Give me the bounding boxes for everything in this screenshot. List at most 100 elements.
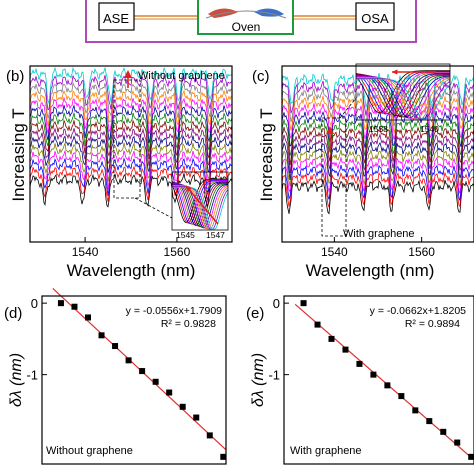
panel-c-highlight-box	[321, 117, 347, 237]
panel-d-plot: 0 -1	[26, 287, 227, 460]
panel-b-ylabel: Increasing T	[9, 108, 28, 201]
data-point	[85, 314, 91, 321]
spectrum-line	[29, 141, 233, 182]
panel-b-inset-tick-2: 1547	[206, 230, 225, 240]
panel-d-label: (d)	[4, 305, 22, 322]
shift-arrow-head	[392, 69, 398, 75]
panel-d-frame	[41, 295, 227, 465]
x-tick-label: 1540	[321, 245, 348, 259]
data-point	[356, 360, 363, 367]
inset-line	[171, 179, 228, 225]
spectrum-line	[29, 157, 233, 196]
panel-b-label: (b)	[6, 68, 24, 85]
spectrum-line	[281, 110, 474, 148]
data-point	[125, 357, 132, 364]
osa-box	[355, 2, 395, 31]
data-point	[398, 393, 405, 400]
data-point	[454, 439, 461, 446]
panel-b: 1545 1547 (b) Without graphene Increasin…	[6, 65, 233, 259]
spectrum-line	[281, 171, 474, 209]
spectrum-line	[281, 87, 474, 127]
data-point	[206, 432, 213, 439]
inset-line	[171, 179, 228, 224]
spectrum-line	[29, 112, 233, 152]
data-point	[384, 382, 391, 389]
spectrum-line	[281, 156, 474, 195]
panel-e-label: (e)	[246, 305, 264, 322]
inset-line	[172, 186, 229, 230]
inset-line	[356, 77, 451, 120]
data-point	[71, 303, 78, 310]
x-tick-label: 1540	[72, 245, 99, 259]
ase-box	[98, 2, 135, 31]
panel-c-inset-frame	[355, 63, 451, 121]
inset-line	[355, 70, 450, 114]
spectrum-line	[29, 96, 233, 134]
panel-c-inset-tick-1: 1538	[369, 124, 388, 134]
xlabel-right: Wavelength (nm)	[306, 261, 435, 280]
inset-line	[172, 184, 229, 229]
y-tick-label: 0	[273, 296, 280, 311]
inset-line	[356, 76, 451, 120]
spectrum-line	[29, 150, 233, 190]
y-tick-label: -1	[268, 368, 280, 383]
y-tick-label: 0	[31, 296, 38, 311]
panel-b-annotation: Without graphene	[138, 70, 225, 82]
data-point	[412, 407, 419, 414]
data-point	[440, 428, 447, 435]
panel-e-frame	[283, 295, 474, 465]
panel-c-inset-pointer	[339, 97, 357, 119]
y-tick-label: -1	[26, 368, 38, 383]
data-point	[314, 321, 321, 328]
panel-b-lines	[29, 66, 233, 208]
osa-label: OSA	[361, 11, 389, 26]
data-point	[342, 346, 349, 353]
oven-label: Oven	[232, 20, 261, 34]
data-point	[57, 300, 64, 307]
panel-e-annotation: With graphene	[290, 445, 362, 457]
panel-b-inset	[171, 178, 229, 230]
oven-box	[197, 0, 294, 35]
shift-arrow	[185, 185, 219, 225]
spectrum-line	[281, 125, 474, 165]
data-point	[166, 389, 173, 396]
panel-c-lines	[281, 72, 474, 215]
panel-d-annotation: Without graphene	[46, 445, 133, 457]
panel-c-label: (c)	[252, 68, 270, 85]
data-point	[426, 418, 433, 425]
panel-c-frame	[281, 65, 474, 243]
data-point	[300, 300, 307, 307]
data-point	[370, 371, 377, 378]
panel-b-frame	[29, 65, 233, 243]
spectrum-line	[29, 134, 233, 173]
panel-c-annotation: With graphene	[343, 228, 415, 240]
panel-c-inset-tick-2: 1540	[420, 124, 439, 134]
panel-b-highlight-box	[113, 79, 141, 199]
spectrum-line	[29, 89, 233, 127]
panel-c-inset	[355, 69, 451, 120]
spectrum-line	[29, 165, 233, 202]
data-point	[220, 453, 227, 460]
spectrum-line	[281, 141, 474, 181]
spectrum-line	[281, 118, 474, 157]
spectrum-line	[29, 119, 233, 160]
panel-c-ylabel: Increasing T	[257, 108, 276, 201]
data-point	[468, 453, 474, 460]
panel-e-equation: y = -0.0662x+1.8205	[370, 305, 466, 317]
spectrum-line	[29, 74, 233, 111]
setup-frame	[85, 0, 417, 43]
inset-line	[172, 185, 229, 230]
inset-line	[356, 78, 451, 120]
spectrum-line	[281, 163, 474, 202]
inset-line	[172, 184, 229, 229]
inset-line	[172, 185, 229, 230]
panel-b-xticks: 1540 1560	[72, 237, 191, 259]
panel-b-inset-frame	[171, 171, 229, 231]
panel-d-equation: y = -0.0556x+1.7909	[126, 305, 222, 317]
spectrum-line	[29, 126, 233, 167]
data-point	[152, 378, 159, 385]
panel-b-inset-tick-1: 1545	[176, 230, 195, 240]
spectrum-line	[281, 179, 474, 215]
inset-line	[356, 78, 451, 120]
